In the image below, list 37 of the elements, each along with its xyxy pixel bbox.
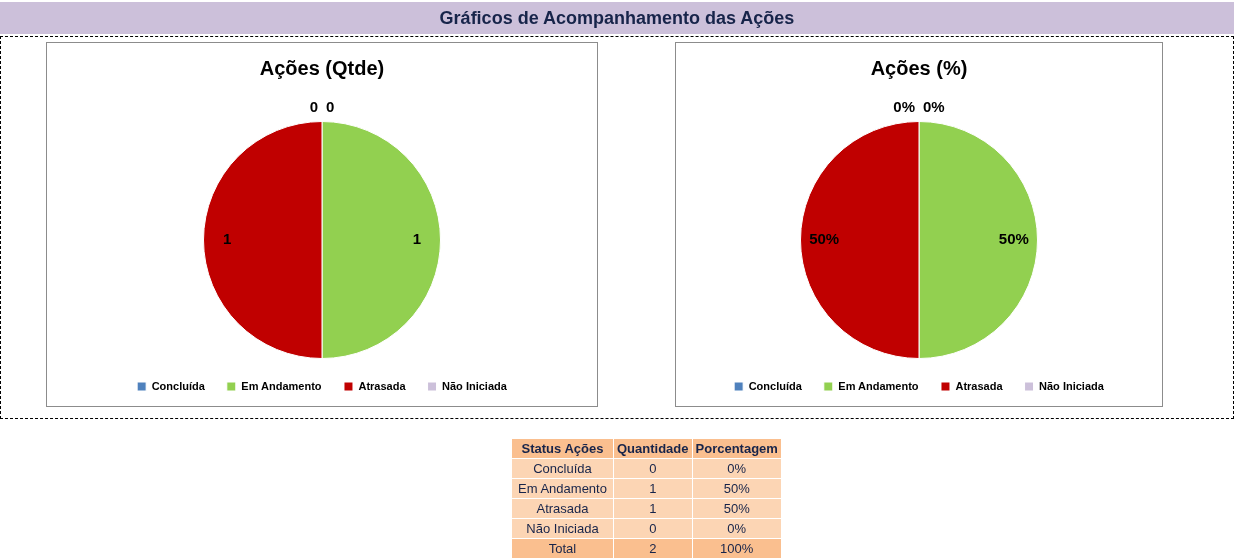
series-label: Quantidade — [613, 438, 693, 459]
category-label: Total — [511, 538, 614, 559]
chart-title: Ações (Qtde) — [259, 56, 385, 79]
category-label: Em Andamento — [511, 478, 614, 499]
data-label: 50% — [692, 498, 782, 519]
data-label: 1 — [412, 230, 421, 248]
legend-label: Atrasada — [955, 379, 1004, 392]
text: 0% — [923, 97, 945, 115]
legend-label: Em Andamento — [838, 379, 919, 392]
legend-label: Não Iniciada — [1039, 379, 1105, 392]
data-label: 50% — [692, 478, 782, 499]
chart-title: Ações (%) — [870, 56, 968, 79]
data-label: 0% — [692, 518, 782, 539]
category-label: Atrasada — [511, 498, 614, 519]
data-label: 2 — [613, 538, 693, 559]
data-label: 0% — [692, 458, 782, 479]
data-label: 50% — [998, 230, 1029, 248]
text: 0 — [309, 97, 318, 115]
text: Gráficos de Acompanhamento das Ações — [439, 7, 795, 29]
series-label: Porcentagem — [692, 438, 782, 459]
data-label: 50% — [809, 230, 840, 248]
data-label: 100% — [692, 538, 782, 559]
legend-label: Concluída — [748, 379, 803, 392]
data-label: 0 — [613, 518, 693, 539]
category-label: Não Iniciada — [511, 518, 614, 539]
legend-label: Concluída — [151, 379, 206, 392]
category-label: Concluída — [511, 458, 614, 479]
data-label: 1 — [223, 230, 232, 248]
legend-label: Atrasada — [358, 379, 407, 392]
text: 0 — [326, 97, 335, 115]
legend-label: Não Iniciada — [442, 379, 508, 392]
data-label: 0 — [613, 458, 693, 479]
text: 0% — [893, 97, 915, 115]
text: Status Ações — [511, 438, 614, 459]
data-label: 1 — [613, 478, 693, 499]
legend-label: Em Andamento — [241, 379, 322, 392]
data-label: 1 — [613, 498, 693, 519]
